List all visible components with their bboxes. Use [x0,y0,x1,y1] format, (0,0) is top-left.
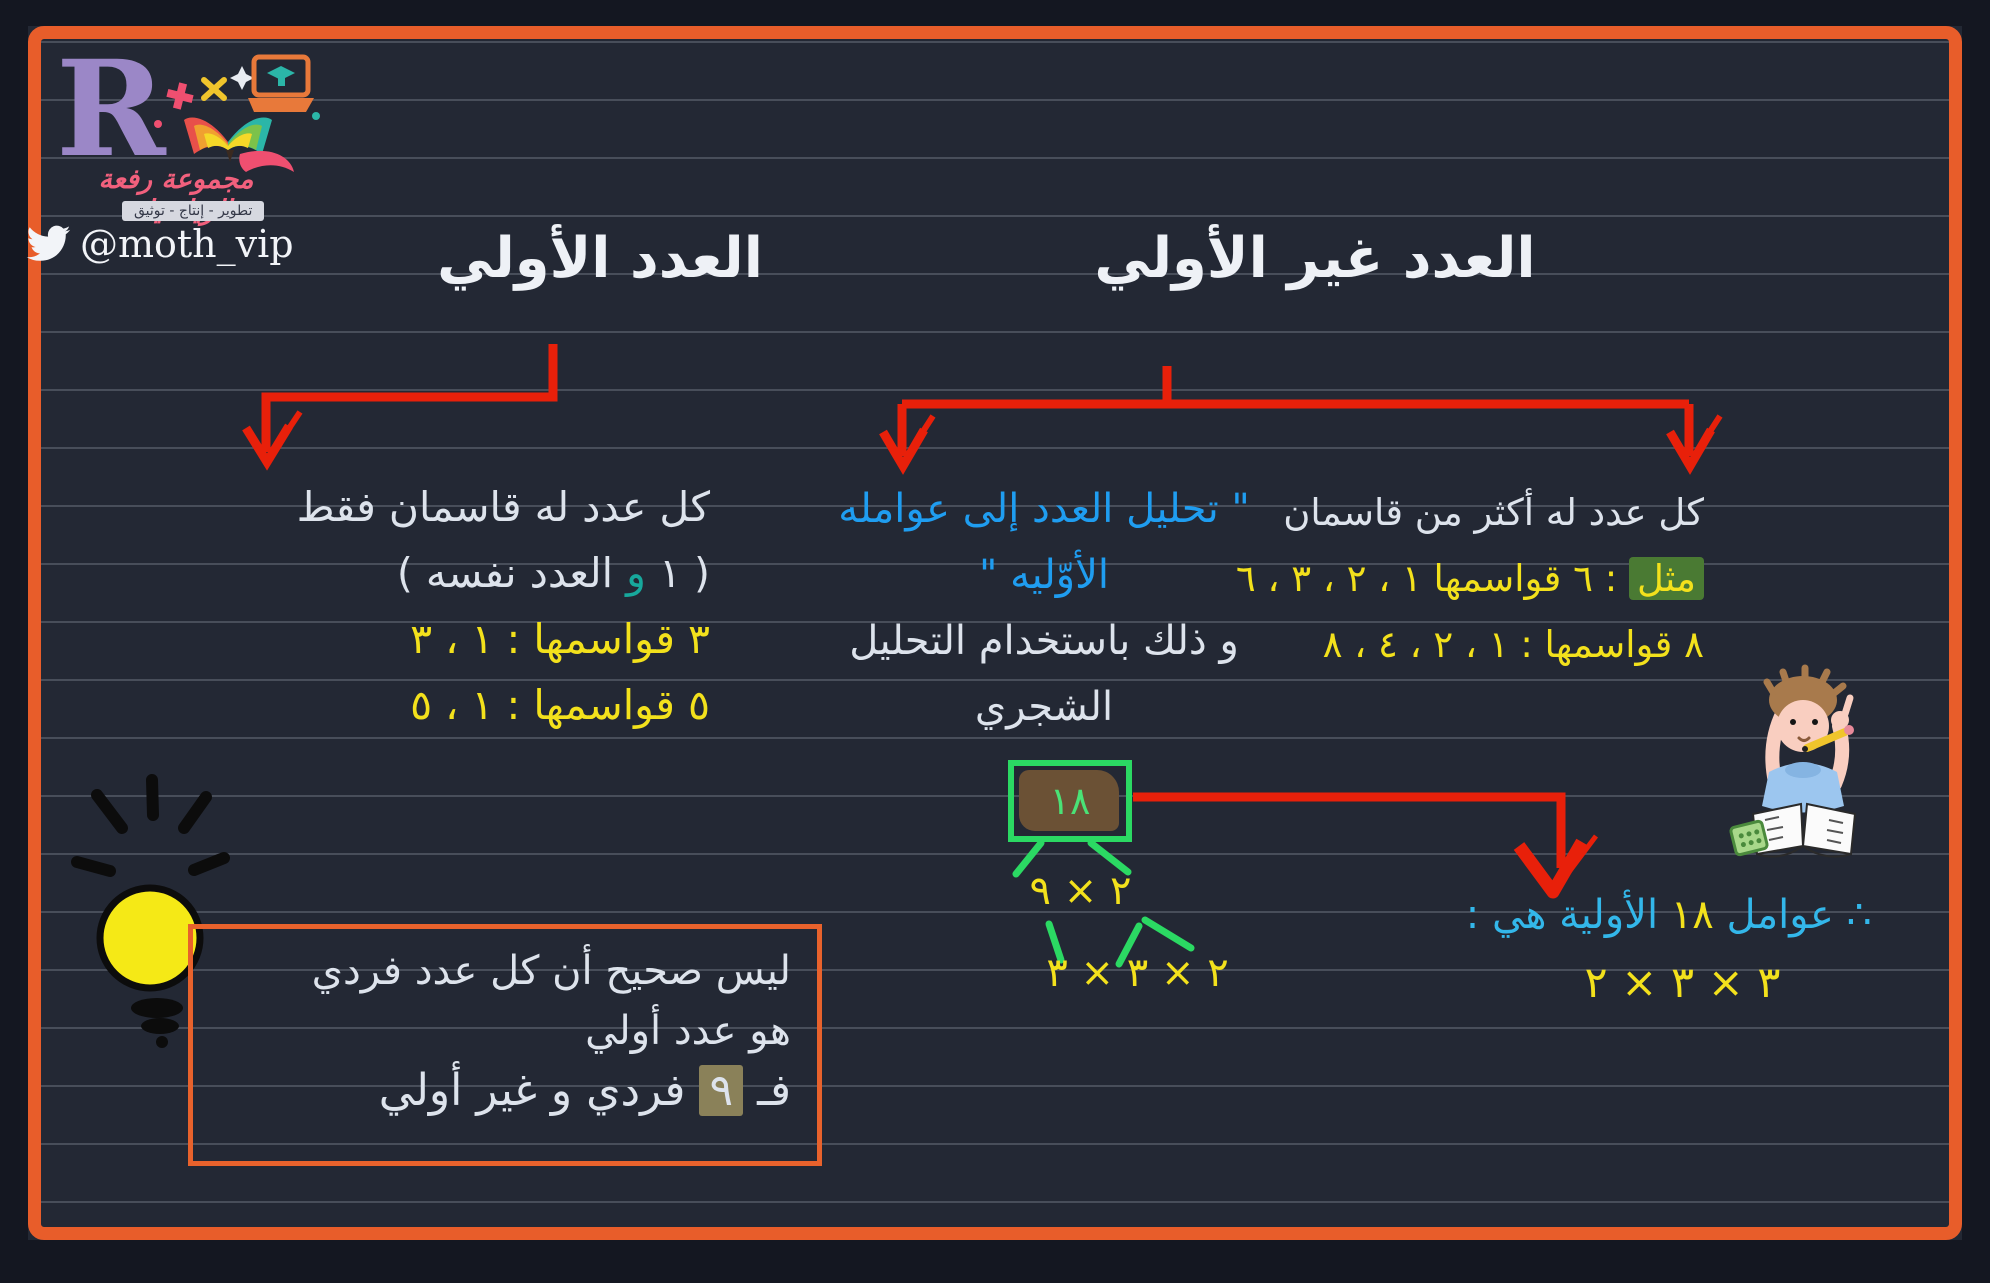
factorization-quote-line1: " تحليل العدد إلى عوامله [838,486,1250,532]
heading-prime-number: العدد الأولي [437,226,763,291]
twitter-icon [26,225,71,261]
nonprime-example-6: مثل : ٦ قواسمها ١ ، ٢ ، ٣ ، ٦ [1232,546,1704,612]
factorization-quote-line2: الأوّليه " [978,552,1110,598]
board-frame [28,26,1962,1240]
sparkle-x-icon [201,77,227,101]
nonprime-example-6-rest: : ٦ قواسمها ١ ، ٢ ، ٣ ، ٦ [1235,557,1629,600]
logo-decor-icon [154,54,320,172]
factorization-method-line1: و ذلك باستخدام التحليل [849,618,1239,664]
prime-definition-block: كل عدد له قاسمان فقط ( ١ و العدد نفسه ) … [218,474,710,738]
outer-margin-top [0,0,1990,26]
factorization-method-line2: الشجري [974,684,1114,730]
tip-box: ليس صحيح أن كل عدد فردي هو عدد أولي فـ ٩… [188,924,822,1166]
logo-r-letter: R [56,32,166,187]
factor-tree-root-number: ١٨ [1049,779,1091,823]
factorization-note-block: " تحليل العدد إلى عوامله الأوّليه " و ذل… [828,476,1260,740]
nonprime-def-line1: كل عدد له أكثر من قاسمان [1283,491,1704,534]
prime-def-line2-pre: ( ١ [645,549,710,597]
tip-line1: ليس صحيح أن كل عدد فردي [311,948,791,994]
open-book-icon [1751,802,1857,858]
twitter-handle: @moth_vip [80,222,294,266]
tip-line3-post: فردي و غير أولي [378,1065,700,1116]
prime-example-5: ٥ قواسمها : ١ ، ٥ [410,681,710,729]
tip-line3: فـ ٩ فردي و غير أولي [203,1061,791,1121]
tip-number-highlight: ٩ [699,1065,744,1116]
sparkle-icon [230,66,254,90]
outer-margin-left [0,0,28,1283]
heading-non-prime-number: العدد غير الأولي [1094,226,1536,291]
example-label-highlight: مثل [1628,557,1704,600]
logo-tagline-badge: تطوير - إنتاج - توثيق [122,201,265,221]
boy-shirt [1762,763,1844,813]
plus-icon [166,82,194,110]
conclusion-result: ٣ × ٣ × ٢ [1584,958,1781,1008]
conclusion-number: ١٨ [1670,892,1714,938]
hand-swoosh-icon [239,150,294,172]
conclusion-suffix: الأولية هي : [1465,892,1671,938]
prime-def-line2-post: العدد نفسه ) [396,549,627,597]
root-box-highlight [1019,770,1119,831]
dot-icon [154,120,162,128]
nonprime-definition-block: كل عدد له أكثر من قاسمان مثل : ٦ قواسمها… [1232,480,1704,678]
factor-tree-level2: ٢ × ٣ × ٣ [1046,950,1229,996]
studying-boy-illustration [1729,664,1857,858]
prime-def-line2-waw: و [626,549,646,597]
dot-icon [312,112,320,120]
nonprime-example-8: ٨ قواسمها : ١ ، ٢ ، ٤ ، ٨ [1322,623,1704,666]
factor-tree-root-box: ١٨ [1008,760,1132,842]
prime-example-3: ٣ قواسمها : ١ ، ٣ [410,615,710,663]
outer-margin-right [1962,0,1990,1283]
calculator-icon [1729,819,1769,857]
boy-face [1777,700,1829,752]
pencil-icon [1802,725,1854,752]
outer-margin-bottom [0,1240,1990,1283]
laptop-icon [248,54,314,112]
prime-def-line1: كل عدد له قاسمان فقط [296,483,710,531]
tip-line2: هو عدد أولي [585,1008,791,1054]
open-book-icon [184,117,272,162]
conclusion-prefix: ∴ عوامل [1713,892,1872,938]
conclusion-line: ∴ عوامل ١٨ الأولية هي : [1440,892,1872,938]
prime-def-line2: ( ١ و العدد نفسه ) [218,540,710,606]
twitter-handle-row: @moth_vip [26,222,294,266]
factor-tree-level1: ٢ × ٩ [1029,868,1132,914]
tip-line3-pre: فـ [743,1065,791,1116]
